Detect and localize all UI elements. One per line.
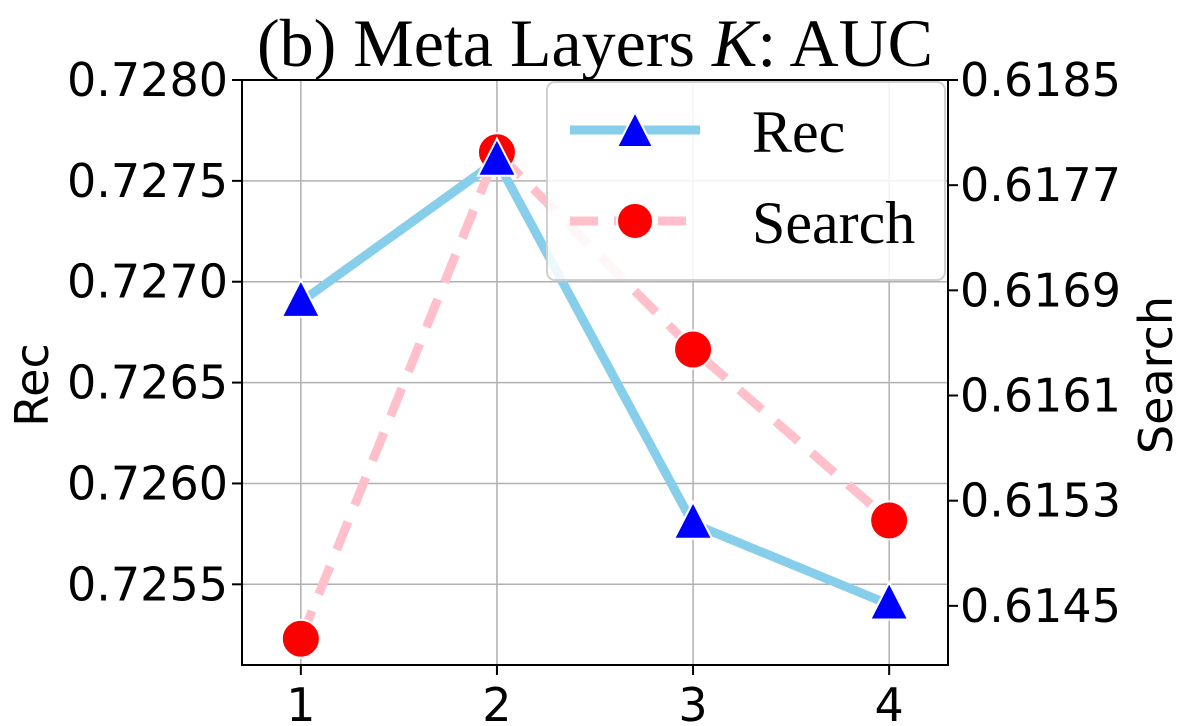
legend-rec-marker — [615, 109, 655, 148]
rec-point — [672, 499, 714, 540]
rec-point — [280, 277, 322, 318]
y-left-tick-label: 0.7265 — [67, 356, 228, 410]
chart-title-suffix: : AUC — [757, 5, 933, 81]
search-point — [673, 329, 714, 370]
search-point — [869, 500, 910, 541]
y-left-tick-label: 0.7260 — [67, 456, 228, 510]
legend-rec-label: Rec — [752, 99, 845, 165]
chart-title-symbol: K — [711, 5, 761, 81]
x-tick-label: 2 — [482, 678, 511, 726]
legend-search-label: Search — [752, 190, 915, 256]
y-left-tick-label: 0.7270 — [67, 255, 228, 309]
data-series — [280, 132, 910, 659]
y-right-axis-label: Search — [1129, 296, 1183, 454]
axes: 1 2 3 4 0.7255 0.7260 0.7265 0.7270 0.7275 0.7280… — [67, 53, 1121, 726]
search-point — [280, 618, 321, 659]
rec-point — [868, 580, 910, 621]
legend-search-marker — [616, 202, 654, 240]
legend: Rec Search — [546, 81, 946, 281]
y-right-tick-label: 0.6169 — [960, 263, 1121, 317]
plot-frame — [241, 79, 949, 666]
chart-title-main: (b) Meta Layers — [257, 5, 712, 81]
x-tick-label: 4 — [875, 678, 904, 726]
y-right-tick-label: 0.6145 — [960, 579, 1121, 633]
y-right-tick-label: 0.6153 — [960, 474, 1121, 528]
rec-point — [476, 136, 518, 177]
y-left-tick-label: 0.7255 — [67, 557, 228, 611]
y-right-tick-label: 0.6161 — [960, 369, 1121, 423]
y-left-tick-label: 0.7275 — [67, 154, 228, 208]
chart-title: (b) Meta Layers K: AUC — [257, 5, 933, 81]
y-left-tick-label: 0.7280 — [67, 53, 228, 107]
x-tick-label: 3 — [678, 678, 707, 726]
series-line-rec — [298, 156, 891, 609]
y-right-tick-label: 0.6177 — [960, 158, 1121, 212]
y-right-tick-label: 0.6185 — [960, 53, 1121, 107]
y-left-axis-label: Rec — [5, 343, 59, 427]
series-line-search — [296, 147, 893, 641]
x-tick-label: 1 — [286, 678, 315, 726]
